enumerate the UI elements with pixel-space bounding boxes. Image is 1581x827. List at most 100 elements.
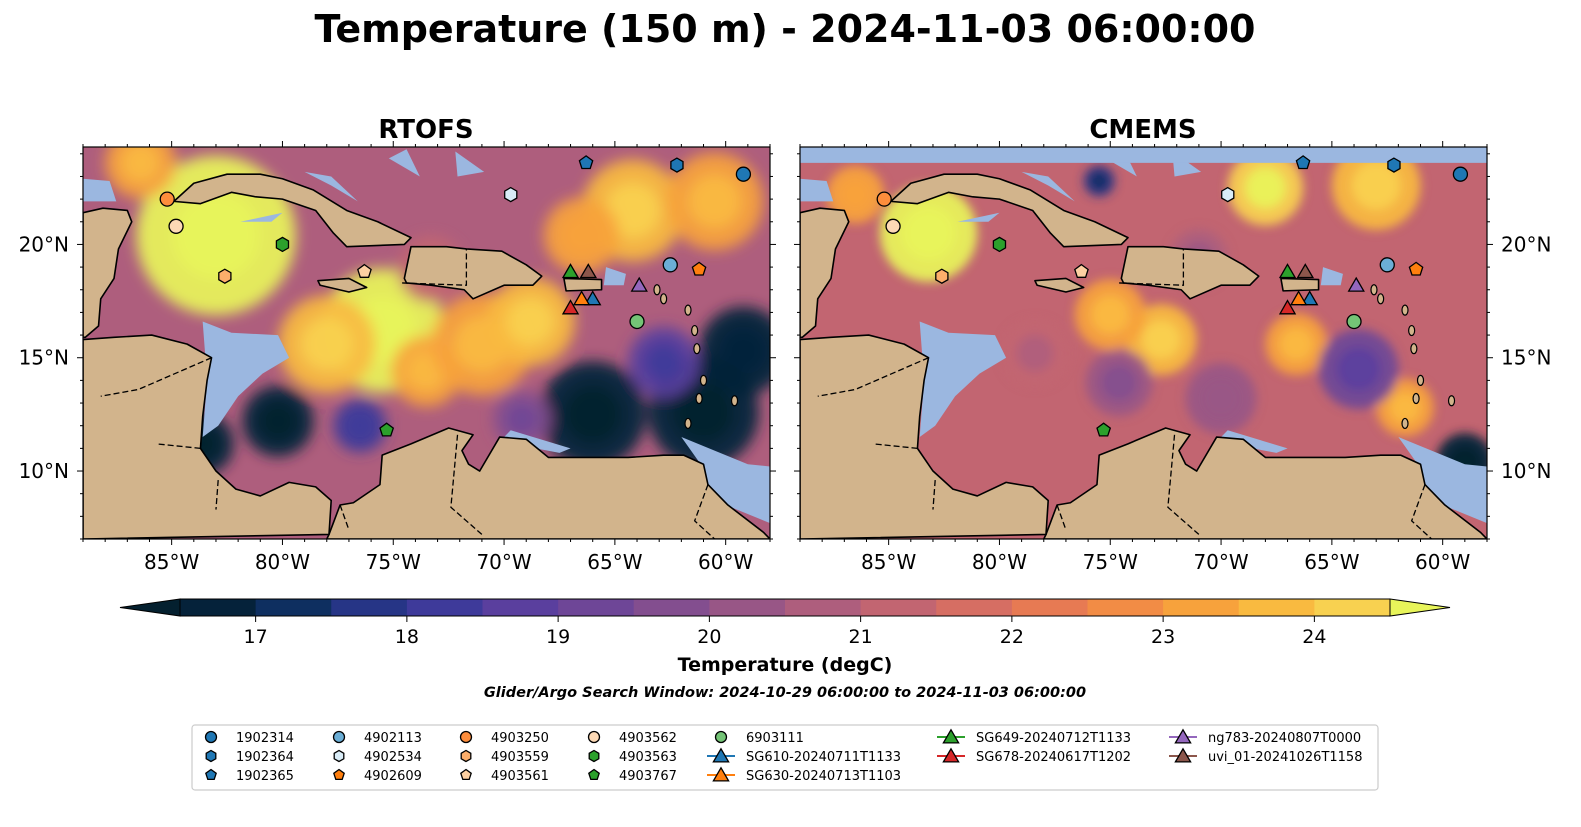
map-frame: [82, 146, 771, 540]
obs-marker-1902314[interactable]: [735, 166, 752, 182]
obs-marker-1902365[interactable]: [1295, 155, 1311, 170]
legend-label: 6903111: [746, 731, 804, 746]
obs-marker-SG678-20240617T1202[interactable]: [561, 299, 580, 315]
obs-marker-4903250[interactable]: [159, 191, 175, 207]
colorbar-segment: [1011, 599, 1088, 616]
temperature-core: [1244, 167, 1287, 209]
small-island: [1410, 343, 1418, 355]
y-tick-label: 20°N: [1501, 232, 1551, 256]
temperature-core: [1016, 334, 1054, 372]
small-island: [691, 324, 699, 337]
legend-item-4902113: 4902113: [332, 730, 422, 746]
country-border: [1056, 504, 1067, 531]
colorbar-segment: [255, 599, 332, 616]
obs-marker-6903111[interactable]: [1346, 313, 1362, 330]
legend-label: ng783-20240807T0000: [1208, 731, 1361, 746]
colorbar-tick-label: 23: [1151, 626, 1175, 648]
temperature-core: [121, 147, 161, 183]
x-tick-label: 65°W: [587, 550, 642, 574]
obs-marker-4903767[interactable]: [1096, 422, 1112, 437]
x-tick-label: 70°W: [476, 550, 531, 574]
small-island: [1416, 374, 1425, 386]
small-island: [684, 304, 692, 316]
temperature-core: [299, 317, 354, 371]
shelf-mask: [681, 437, 770, 524]
y-tick-label: 10°N: [1501, 459, 1551, 483]
obs-marker-4902113[interactable]: [662, 257, 678, 273]
obs-marker-4903250[interactable]: [876, 191, 892, 207]
obs-marker-4903559[interactable]: [935, 268, 949, 284]
obs-marker-4903561[interactable]: [1074, 263, 1089, 278]
obs-marker-4903767[interactable]: [379, 422, 395, 437]
obs-marker-uvi_01-20241026T1158[interactable]: [579, 263, 598, 279]
legend-label: SG649-20240712T1133: [976, 731, 1131, 746]
obs-marker-SG678-20240617T1202[interactable]: [1278, 299, 1297, 315]
colorbar-segment: [709, 599, 786, 616]
shelf-mask: [388, 149, 420, 177]
obs-marker-ng783-20240807T0000[interactable]: [1347, 276, 1365, 292]
colorbar-segment: [1163, 599, 1240, 616]
legend-label: uvi_01-20241026T1158: [1208, 750, 1362, 765]
country-border: [932, 480, 936, 510]
legend-label: 1902314: [236, 731, 294, 746]
x-tick-label: 70°W: [1193, 550, 1248, 574]
land-puertorico: [563, 277, 603, 292]
obs-marker-SG610-20240711T1133[interactable]: [583, 290, 602, 306]
colorbar-label: Temperature (degC): [678, 654, 893, 676]
small-island: [699, 374, 708, 386]
obs-marker-SG649-20240712T1133[interactable]: [1278, 263, 1297, 279]
colorbar-segment: [936, 599, 1013, 616]
shelf-mask: [800, 178, 834, 202]
obs-marker-4903563[interactable]: [992, 236, 1007, 253]
obs-marker-ng783-20240807T0000[interactable]: [630, 276, 648, 292]
obs-marker-SG630-20240713T1103[interactable]: [1289, 290, 1308, 306]
land-hispaniola: [1120, 245, 1260, 300]
colorbar-segment: [482, 599, 559, 616]
temperature-core: [1100, 364, 1138, 401]
land-cuba: [890, 173, 1129, 248]
colorbar-tick-label: 20: [697, 626, 721, 648]
colorbar-tick-label: 22: [1000, 626, 1024, 648]
land-hispaniola: [403, 245, 543, 300]
temperature-core: [1090, 172, 1108, 190]
obs-marker-4902609[interactable]: [1408, 261, 1424, 276]
obs-marker-1902314[interactable]: [1452, 166, 1469, 182]
colorbar-tick-label: 24: [1302, 626, 1326, 648]
obs-marker-1902364[interactable]: [670, 157, 684, 173]
legend-label: 4902113: [364, 731, 422, 746]
small-island: [693, 343, 701, 355]
map-panel-rtofs[interactable]: 85°W 80°W 75°W 70°W 65°W 60°W 10°N 15°N 20°N: [19, 127, 788, 574]
obs-marker-SG610-20240711T1133[interactable]: [1300, 290, 1319, 306]
legend-item-4903562: 4903562: [587, 730, 677, 746]
obs-marker-SG630-20240713T1103[interactable]: [572, 290, 591, 306]
obs-marker-4902534[interactable]: [504, 186, 518, 203]
obs-marker-4903561[interactable]: [357, 263, 372, 278]
obs-marker-4902609[interactable]: [691, 261, 707, 276]
obs-marker-4903562[interactable]: [168, 218, 184, 234]
legend-item-1902365: 1902365: [205, 768, 294, 784]
obs-marker-4902113[interactable]: [1379, 257, 1395, 273]
obs-marker-6903111[interactable]: [629, 313, 645, 330]
country-border: [215, 480, 219, 510]
obs-marker-4903562[interactable]: [885, 218, 901, 234]
obs-marker-4903563[interactable]: [275, 236, 290, 253]
obs-marker-4903559[interactable]: [218, 268, 232, 284]
temperature-core: [604, 182, 661, 239]
legend-label: 4903767: [619, 769, 677, 784]
legend-label: 4903563: [619, 750, 677, 765]
map-panel-cmems[interactable]: 85°W 80°W 75°W 70°W 65°W 60°W 10°N 15°N 20°N: [794, 141, 1551, 574]
obs-marker-1902364[interactable]: [1387, 157, 1401, 173]
temperature-core: [644, 342, 684, 382]
colorbar-segment: [1314, 599, 1391, 616]
domain-edge-mask: [800, 147, 1487, 163]
small-island: [1408, 324, 1416, 337]
obs-marker-4902534[interactable]: [1221, 186, 1235, 203]
obs-marker-uvi_01-20241026T1158[interactable]: [1296, 263, 1315, 279]
obs-marker-SG649-20240712T1133[interactable]: [561, 263, 580, 279]
obs-marker-1902365[interactable]: [578, 155, 594, 170]
colorbar-under-arrow: [119, 598, 181, 617]
temperature-core: [506, 297, 556, 346]
small-island: [695, 392, 703, 405]
x-tick-label: 80°W: [255, 550, 310, 574]
